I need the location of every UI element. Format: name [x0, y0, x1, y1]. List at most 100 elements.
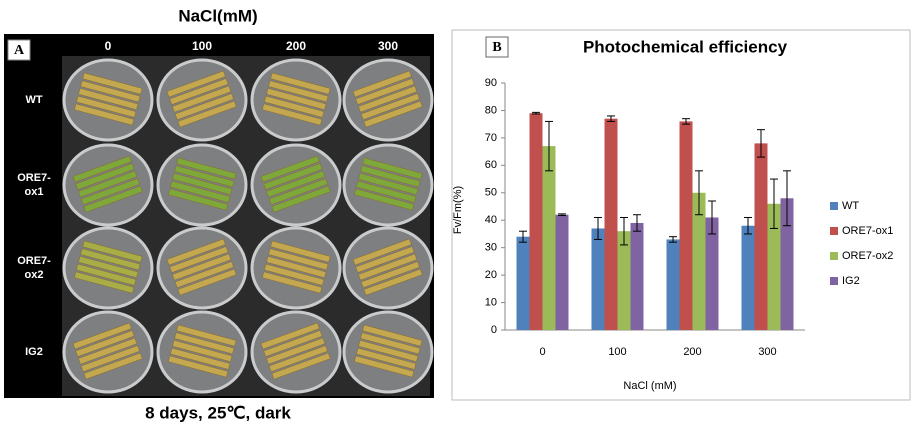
legend-label: WT: [842, 200, 859, 212]
leaf-strip: [168, 355, 229, 378]
leaf-strip: [271, 185, 331, 213]
leaf-strip: [174, 261, 234, 288]
leaf-strip: [172, 340, 233, 363]
leaf-strip: [172, 173, 233, 196]
panel-a-label-box: [7, 39, 31, 61]
leaf-strip: [356, 180, 417, 203]
bar: [705, 217, 719, 330]
legend-label: ORE7-ox2: [842, 250, 893, 262]
leaf-strip: [360, 332, 421, 355]
leaf-strip: [362, 324, 423, 347]
leaf-strip: [263, 163, 323, 190]
y-tick-label: 60: [485, 159, 497, 171]
x-tick-label: 100: [608, 346, 626, 358]
column-label: 0: [105, 39, 112, 53]
leaf-strip: [83, 185, 143, 213]
error-bar: [532, 111, 540, 115]
leaf-strip: [352, 70, 412, 98]
chart-title: Photochemical efficiency: [583, 37, 788, 56]
error-bar: [607, 115, 615, 122]
leaf-strip: [168, 188, 229, 211]
error-bar: [682, 118, 690, 125]
leaf-strip: [80, 80, 141, 103]
legend-swatch: [830, 252, 838, 260]
leaf-strip: [264, 263, 325, 286]
error-bar: [620, 216, 628, 246]
chart-frame: [451, 29, 911, 401]
bar: [679, 121, 693, 330]
leaf-strip: [76, 95, 137, 118]
leaf-strip: [355, 246, 415, 273]
leaf-strip: [78, 337, 138, 365]
bar: [630, 222, 644, 330]
bar: [591, 228, 605, 330]
bar: [542, 146, 556, 330]
panel-a-title: NaCl(mM): [178, 6, 257, 25]
row-label-line: ORE7-: [17, 255, 51, 267]
column-label: 300: [378, 39, 398, 53]
x-tick-label: 200: [683, 346, 701, 358]
leaf-strip: [266, 170, 326, 198]
x-axis-label: NaCl (mM): [623, 380, 676, 392]
y-tick-label: 10: [485, 296, 497, 308]
leaf-strip: [78, 170, 138, 198]
row-label: ORE7- ox2: [17, 255, 51, 281]
error-bar: [708, 200, 716, 235]
error-bar: [633, 214, 641, 232]
leaf-strip: [174, 165, 235, 188]
leaf-strip: [358, 85, 418, 113]
leaf-strip: [260, 155, 320, 183]
bar: [692, 192, 706, 330]
error-bar: [558, 213, 566, 217]
y-tick-label: 30: [485, 242, 497, 254]
error-bar: [695, 170, 703, 216]
leaf-strip: [176, 157, 237, 180]
y-tick-label: 70: [485, 132, 497, 144]
leaf-strip: [356, 347, 417, 370]
leaf-strip: [262, 103, 323, 126]
leaf-strip: [174, 332, 235, 355]
bar: [617, 231, 631, 330]
leaf-strip: [174, 93, 234, 120]
leaf-strip: [358, 340, 419, 363]
bar: [604, 118, 618, 330]
leaf-strip: [83, 352, 143, 380]
leaf-strip: [268, 178, 328, 205]
leaf-strip: [270, 240, 331, 263]
leaf-strip: [170, 347, 231, 370]
leaf-strip: [260, 322, 320, 350]
leaf-strip: [358, 173, 419, 196]
row-label: ORE7- ox1: [17, 172, 51, 198]
leaf-strip: [170, 180, 231, 203]
row-label-line: ox1: [25, 186, 44, 198]
leaf-strip: [268, 80, 329, 103]
legend-swatch: [830, 202, 838, 210]
leaf-strip: [352, 238, 412, 266]
error-bar: [770, 178, 778, 229]
leaf-strip: [78, 256, 139, 279]
leaf-strip: [74, 271, 135, 294]
error-bar: [545, 120, 553, 172]
bar: [516, 236, 530, 330]
leaf-strip: [355, 78, 415, 105]
leaf-strip: [262, 271, 323, 294]
row-label-line: ORE7-: [17, 172, 51, 184]
leaf-strip: [80, 178, 140, 205]
leaf-strip: [363, 268, 423, 296]
bar: [741, 225, 755, 330]
bar: [555, 214, 569, 330]
y-tick-label: 20: [485, 269, 497, 281]
bar: [780, 198, 794, 330]
leaf-strip: [360, 93, 420, 120]
y-tick-label: 0: [491, 324, 497, 336]
leaf-strip: [360, 165, 421, 188]
leaf-strip: [268, 248, 329, 271]
leaf-strip: [176, 324, 237, 347]
leaf-strip: [74, 103, 135, 126]
error-bar: [594, 216, 602, 240]
y-tick-label: 90: [485, 77, 497, 89]
panel-b-label: B: [492, 40, 501, 55]
error-bar: [519, 230, 527, 243]
leaf-strip: [266, 256, 327, 279]
wells: [62, 58, 434, 394]
